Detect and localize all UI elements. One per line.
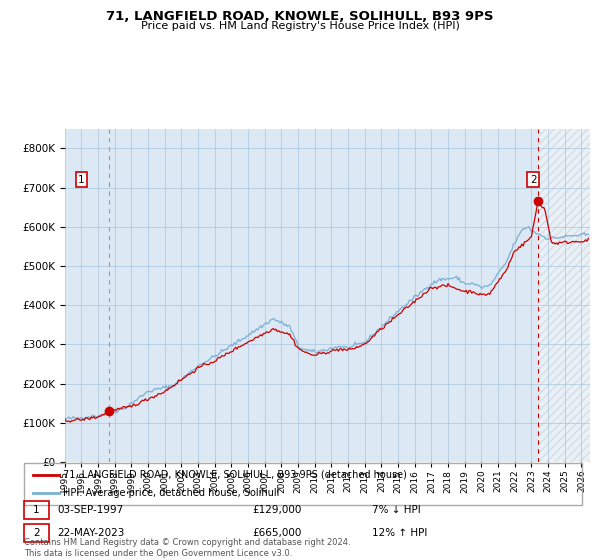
Text: Contains HM Land Registry data © Crown copyright and database right 2024.
This d: Contains HM Land Registry data © Crown c… [24, 538, 350, 558]
Text: 1: 1 [33, 505, 40, 515]
Text: 71, LANGFIELD ROAD, KNOWLE, SOLIHULL, B93 9PS (detached house): 71, LANGFIELD ROAD, KNOWLE, SOLIHULL, B9… [63, 470, 407, 480]
Text: 03-SEP-1997: 03-SEP-1997 [57, 505, 123, 515]
Text: £129,000: £129,000 [252, 505, 301, 515]
Text: £665,000: £665,000 [252, 528, 301, 538]
Text: 22-MAY-2023: 22-MAY-2023 [57, 528, 124, 538]
Text: 7% ↓ HPI: 7% ↓ HPI [372, 505, 421, 515]
Text: 1: 1 [78, 175, 85, 185]
Text: 2: 2 [530, 175, 536, 185]
Text: HPI: Average price, detached house, Solihull: HPI: Average price, detached house, Soli… [63, 488, 280, 498]
Bar [538, 129, 590, 462]
Text: 12% ↑ HPI: 12% ↑ HPI [372, 528, 427, 538]
Text: 2: 2 [33, 528, 40, 538]
Text: Price paid vs. HM Land Registry's House Price Index (HPI): Price paid vs. HM Land Registry's House … [140, 21, 460, 31]
Text: 71, LANGFIELD ROAD, KNOWLE, SOLIHULL, B93 9PS: 71, LANGFIELD ROAD, KNOWLE, SOLIHULL, B9… [106, 10, 494, 23]
